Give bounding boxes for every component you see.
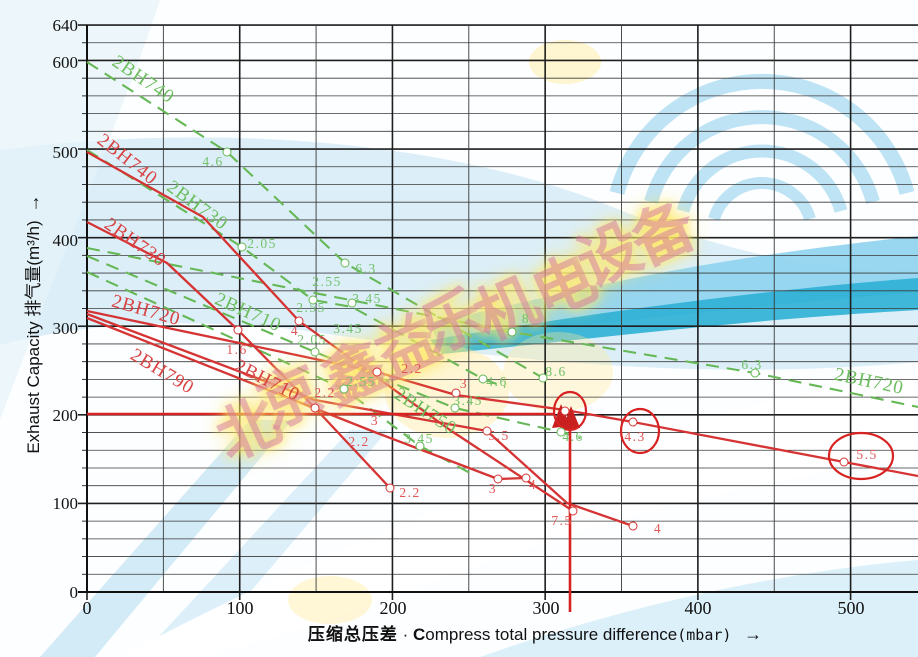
data-point-marker <box>507 327 517 337</box>
power-kw-label: 4.3 <box>624 429 646 444</box>
y-tick: 640 <box>52 16 79 35</box>
y-tick: 200 <box>52 406 79 425</box>
y-tick: 600 <box>52 53 79 72</box>
data-point-marker <box>750 368 760 378</box>
data-point-marker <box>628 417 638 427</box>
x-tick: 200 <box>379 598 407 618</box>
power-kw-label: 2.05 <box>297 332 327 347</box>
power-kw-label: 5.5 <box>488 428 510 443</box>
x-axis-arrow-icon: → <box>744 624 763 644</box>
power-kw-label: 2.2 <box>399 485 421 500</box>
power-kw-label: 4 <box>290 323 300 338</box>
y-tick: 500 <box>52 143 79 162</box>
x-axis-title-sep: · <box>402 625 409 644</box>
y-axis-arrow-icon: → <box>23 194 43 213</box>
power-kw-label: 3.45 <box>404 431 434 446</box>
power-kw-label: 8 <box>521 311 531 326</box>
data-point-marker <box>560 406 570 416</box>
power-kw-label: 6.3 <box>741 357 763 372</box>
y-tick: 0 <box>69 583 79 602</box>
data-point-marker <box>222 147 232 157</box>
power-kw-label: 2.2 <box>401 361 423 376</box>
data-point-marker <box>538 373 548 383</box>
power-kw-label: 2.05 <box>247 236 277 251</box>
data-point-marker <box>372 367 382 377</box>
curve-2bh710-solid <box>86 316 527 481</box>
power-kw-label: 8.6 <box>545 364 567 379</box>
data-point-marker <box>839 457 849 467</box>
data-point-marker <box>415 441 425 451</box>
data-point-marker <box>340 258 350 268</box>
y-axis-title-text: Exhaust Capacity 排气量(m³/h) <box>24 220 43 454</box>
data-point-marker <box>310 403 320 413</box>
x-tick: 300 <box>532 598 560 618</box>
data-point-marker <box>493 474 503 484</box>
y-tick: 400 <box>52 231 79 250</box>
x-axis-unit: (mbar) <box>677 626 732 644</box>
data-point-marker <box>628 521 638 531</box>
power-kw-label: 1.6 <box>226 342 248 357</box>
x-axis-title-en: ompress total pressure difference <box>425 625 678 644</box>
data-point-marker <box>521 473 531 483</box>
x-axis-title-zh: 压缩总压差 <box>307 625 398 644</box>
power-kw-label: 4 <box>528 477 538 492</box>
data-point-marker <box>478 374 488 384</box>
data-point-marker <box>339 384 349 394</box>
y-axis-title: Exhaust Capacity 排气量(m³/h) → <box>19 109 43 539</box>
x-axis-title: 压缩总压差 · Compress total pressure differen… <box>165 620 905 645</box>
power-kw-label: 7.5 <box>551 513 573 528</box>
highlight-circle-2 <box>619 407 661 455</box>
curve-2bh740-dashed <box>86 61 544 379</box>
power-kw-label: 4.6 <box>486 374 508 389</box>
arrowhead-up <box>562 406 580 430</box>
data-point-marker <box>294 316 304 326</box>
data-point-marker <box>233 325 243 335</box>
data-point-marker <box>556 427 566 437</box>
power-kw-label: 2.2 <box>348 434 370 449</box>
data-point-marker <box>237 242 247 252</box>
curve-2bh720-dashed <box>86 246 918 409</box>
power-kw-label: 4.6 <box>562 429 584 444</box>
data-point-marker <box>451 388 461 398</box>
power-kw-label: 4 <box>653 521 663 536</box>
power-kw-label: 3 <box>488 481 498 496</box>
x-tick: 100 <box>226 598 254 618</box>
highlight-circle-1 <box>552 390 588 432</box>
y-tick: 100 <box>52 494 79 513</box>
power-kw-label: 6.3 <box>355 261 377 276</box>
highlight-circle-3 <box>827 431 895 481</box>
y-tick: 300 <box>52 319 79 338</box>
data-point-marker <box>308 295 318 305</box>
data-point-marker <box>347 298 357 308</box>
power-kw-label: 3.45 <box>333 321 363 336</box>
power-kw-label: 3 <box>370 413 380 428</box>
power-kw-label: 2.2 <box>314 385 336 400</box>
x-axis-title-en-initial: C <box>412 625 426 644</box>
curve-2bh710-dashed <box>86 255 581 440</box>
data-point-marker <box>450 403 460 413</box>
data-point-marker <box>482 426 492 436</box>
power-kw-label: 5.5 <box>856 447 878 462</box>
power-kw-label: 2.55 <box>312 274 342 289</box>
power-kw-label: 2.55 <box>296 300 326 315</box>
power-kw-label: 2.55 <box>346 374 376 389</box>
x-tick: 400 <box>684 598 712 618</box>
power-kw-label: 3 <box>459 376 469 391</box>
data-point-marker <box>310 347 320 357</box>
power-kw-label: 3.45 <box>352 291 382 306</box>
x-tick: 500 <box>837 598 865 618</box>
x-tick: 0 <box>82 598 92 618</box>
data-point-marker <box>385 483 395 493</box>
data-point-marker <box>568 506 578 516</box>
power-kw-label: 4.6 <box>202 154 224 169</box>
selection-guides <box>87 390 895 612</box>
power-kw-label: 3.45 <box>453 393 483 408</box>
